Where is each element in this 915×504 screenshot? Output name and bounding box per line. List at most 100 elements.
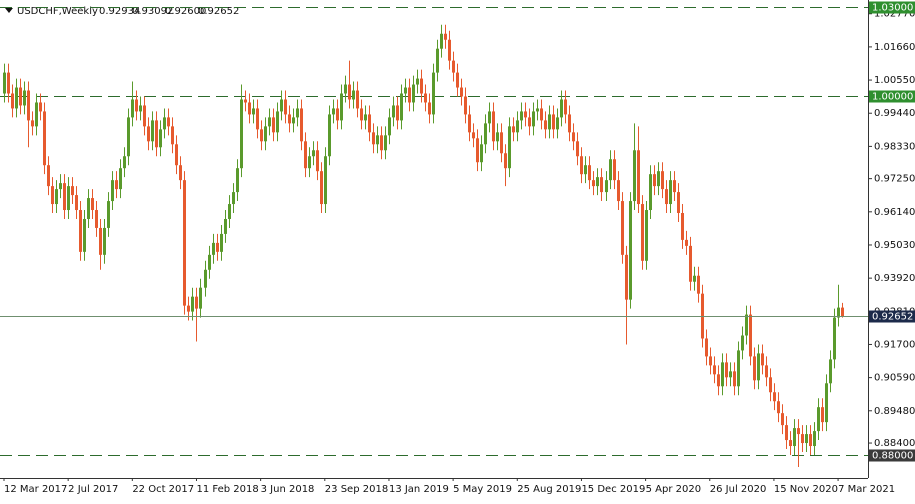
candle-body bbox=[464, 96, 467, 115]
candle-body bbox=[191, 296, 194, 312]
level-label: 0.88000 bbox=[872, 451, 913, 462]
x-tick-label: 25 Aug 2019 bbox=[517, 484, 581, 495]
y-tick-label: 0.95030 bbox=[874, 240, 915, 251]
candle-body bbox=[159, 129, 162, 148]
candle-body bbox=[31, 120, 34, 127]
candle-body bbox=[344, 84, 347, 94]
candle-body bbox=[63, 183, 66, 211]
candle-body bbox=[472, 132, 475, 139]
candle-body bbox=[605, 180, 608, 193]
candle-body bbox=[476, 138, 479, 163]
candle-body bbox=[761, 353, 764, 366]
candle-body bbox=[693, 275, 696, 282]
candle-body bbox=[252, 108, 255, 115]
candle-body bbox=[428, 102, 431, 115]
candle-body bbox=[324, 156, 327, 205]
candle-body bbox=[572, 132, 575, 142]
candle-body bbox=[316, 150, 319, 172]
candle-body bbox=[336, 108, 339, 121]
candle-body bbox=[813, 431, 816, 447]
candle-body bbox=[825, 383, 828, 423]
candle-body bbox=[11, 93, 14, 109]
candle-body bbox=[588, 165, 591, 181]
candle-body bbox=[376, 135, 379, 145]
candle-body bbox=[284, 99, 287, 115]
candle-body bbox=[584, 165, 587, 175]
candle-body bbox=[484, 123, 487, 145]
candle-body bbox=[508, 126, 511, 169]
candle-body bbox=[677, 192, 680, 214]
candle-body bbox=[388, 117, 391, 136]
y-tick-label: 0.89480 bbox=[874, 406, 915, 417]
candle-body bbox=[228, 204, 231, 219]
x-tick-label: 3 Jun 2018 bbox=[261, 484, 315, 495]
y-tick-label: 0.91700 bbox=[874, 339, 915, 350]
candle-body bbox=[769, 377, 772, 393]
candle-body bbox=[364, 114, 367, 121]
candle-body bbox=[424, 93, 427, 103]
ohlc-open: 0.92934 bbox=[99, 6, 140, 17]
candle-body bbox=[729, 371, 732, 378]
candle-body bbox=[737, 350, 740, 387]
candle-body bbox=[288, 114, 291, 124]
candle-body bbox=[657, 171, 660, 187]
candle-body bbox=[147, 126, 150, 142]
candle-body bbox=[785, 425, 788, 441]
candle-body bbox=[829, 359, 832, 384]
candle-body bbox=[83, 218, 86, 252]
candle-body bbox=[59, 183, 62, 190]
candle-body bbox=[520, 111, 523, 121]
candle-body bbox=[641, 204, 644, 261]
level-label-box bbox=[869, 449, 915, 462]
level-label: 1.03000 bbox=[872, 3, 913, 14]
candle-body bbox=[685, 239, 688, 246]
candle-body bbox=[372, 132, 375, 145]
y-tick-label: 0.96140 bbox=[874, 207, 915, 218]
candle-body bbox=[773, 392, 776, 402]
candle-body bbox=[240, 99, 243, 169]
x-tick-label: 5 May 2019 bbox=[453, 484, 512, 495]
candle-body bbox=[625, 254, 628, 300]
candle-body bbox=[199, 287, 202, 309]
ohlc-low: 0.92600 bbox=[165, 6, 206, 17]
candle-body bbox=[512, 126, 515, 133]
ohlc-close: 0.92652 bbox=[198, 6, 239, 17]
candle-body bbox=[392, 105, 395, 118]
candle-body bbox=[396, 105, 399, 121]
candle-body bbox=[268, 117, 271, 127]
candle-body bbox=[681, 213, 684, 240]
candle-body bbox=[224, 218, 227, 234]
y-tick-label: 0.99440 bbox=[874, 108, 915, 119]
y-tick-label: 0.93920 bbox=[874, 273, 915, 284]
candle-body bbox=[753, 356, 756, 381]
candle-body bbox=[15, 87, 18, 109]
candle-body bbox=[649, 174, 652, 211]
candle-body bbox=[661, 171, 664, 190]
candle-body bbox=[488, 111, 491, 124]
candle-body bbox=[99, 227, 102, 255]
x-tick-label: 7 Mar 2021 bbox=[838, 484, 895, 495]
candle-body bbox=[709, 356, 712, 366]
candle-body bbox=[592, 180, 595, 187]
candle-body bbox=[276, 111, 279, 133]
x-tick-label: 5 Apr 2020 bbox=[646, 484, 701, 495]
candle-body bbox=[35, 102, 38, 127]
candle-body bbox=[143, 105, 146, 127]
candle-body bbox=[452, 60, 455, 73]
level-label-box bbox=[869, 90, 915, 103]
candle-body bbox=[665, 189, 668, 205]
candle-body bbox=[613, 159, 616, 181]
candle-body bbox=[817, 407, 820, 432]
candle-body bbox=[260, 129, 263, 142]
candle-body bbox=[833, 317, 836, 360]
candle-body bbox=[745, 314, 748, 336]
candle-body bbox=[135, 99, 138, 112]
candle-body bbox=[420, 78, 423, 94]
candle-body bbox=[23, 90, 26, 106]
candle-body bbox=[87, 198, 90, 219]
y-tick-label: 1.02770 bbox=[874, 9, 915, 20]
candle-body bbox=[653, 174, 656, 187]
candle-body bbox=[236, 168, 239, 193]
